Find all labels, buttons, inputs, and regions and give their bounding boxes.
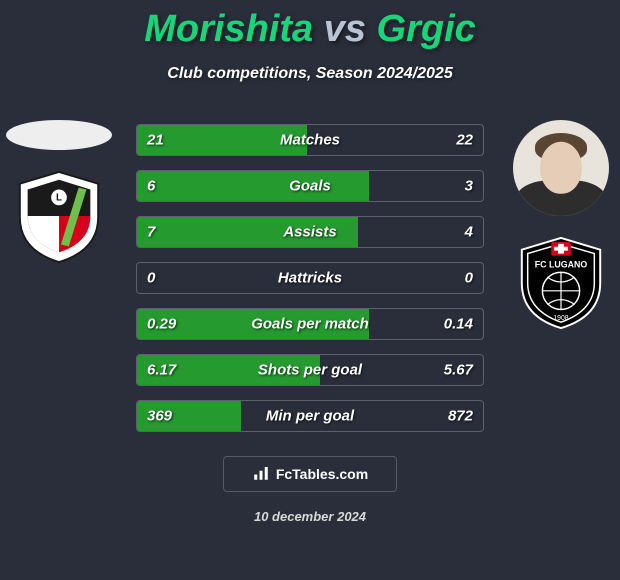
- stat-p1-value: 0.29: [147, 316, 176, 333]
- stats-panel: 21 Matches 22 6 Goals 3 7 Assists 4 0 Hattricks 0 0.…: [136, 124, 484, 432]
- stat-p2-value: 872: [448, 408, 473, 425]
- vs-text: vs: [324, 8, 366, 50]
- stat-p1-value: 7: [147, 224, 155, 241]
- stat-p2-value: 4: [465, 224, 473, 241]
- stat-row: 6 Goals 3: [136, 170, 484, 202]
- stat-label: Goals: [289, 178, 331, 195]
- player2-column: FC LUGANO 1908: [506, 120, 616, 332]
- player2-club-logo: FC LUGANO 1908: [512, 234, 610, 332]
- stat-p1-value: 21: [147, 132, 164, 149]
- svg-text:1908: 1908: [553, 315, 568, 322]
- subtitle: Club competitions, Season 2024/2025: [0, 65, 620, 83]
- stat-label: Assists: [283, 224, 336, 241]
- stat-p1-value: 6.17: [147, 362, 176, 379]
- stat-row: 369 Min per goal 872: [136, 400, 484, 432]
- stat-row: 0 Hattricks 0: [136, 262, 484, 294]
- stat-row: 21 Matches 22: [136, 124, 484, 156]
- stat-p1-value: 369: [147, 408, 172, 425]
- page-title: Morishita vs Grgic: [0, 0, 620, 51]
- stat-row: 0.29 Goals per match 0.14: [136, 308, 484, 340]
- stat-label: Matches: [280, 132, 340, 149]
- stat-p2-value: 0.14: [444, 316, 473, 333]
- date-text: 10 december 2024: [254, 509, 366, 524]
- stat-p2-value: 3: [465, 178, 473, 195]
- stat-label: Shots per goal: [258, 362, 362, 379]
- player2-avatar: [513, 120, 609, 216]
- stat-p1-value: 6: [147, 178, 155, 195]
- svg-text:FC LUGANO: FC LUGANO: [535, 259, 588, 269]
- stat-row: 6.17 Shots per goal 5.67: [136, 354, 484, 386]
- stat-p1-value: 0: [147, 270, 155, 287]
- stat-p2-value: 0: [465, 270, 473, 287]
- stat-fill: [137, 171, 369, 201]
- chart-icon: [252, 464, 270, 485]
- site-label: FcTables.com: [276, 466, 368, 482]
- stat-label: Goals per match: [251, 316, 369, 333]
- stat-label: Hattricks: [278, 270, 342, 287]
- player1-avatar: [6, 120, 112, 150]
- stat-p2-value: 5.67: [444, 362, 473, 379]
- player1-name: Morishita: [144, 8, 313, 50]
- player1-club-logo: L: [10, 168, 108, 266]
- player2-name: Grgic: [377, 8, 476, 50]
- stat-label: Min per goal: [266, 408, 354, 425]
- stat-p2-value: 22: [456, 132, 473, 149]
- site-badge[interactable]: FcTables.com: [223, 456, 397, 492]
- svg-text:L: L: [56, 192, 62, 203]
- player1-column: L: [4, 120, 114, 266]
- stat-row: 7 Assists 4: [136, 216, 484, 248]
